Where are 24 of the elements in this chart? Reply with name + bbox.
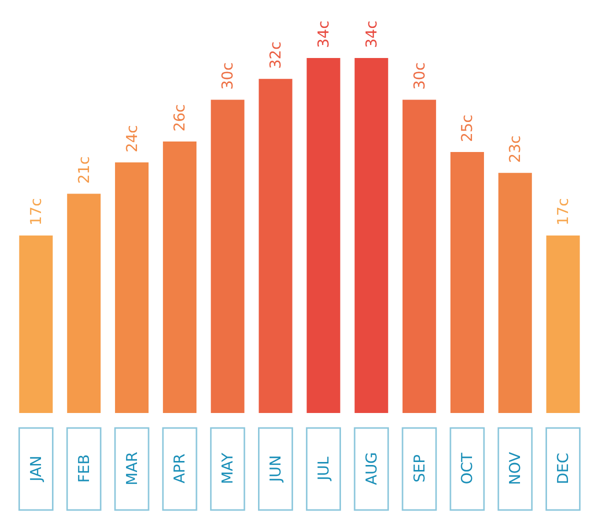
x-tick-label: SEP: [410, 454, 428, 483]
x-tick-label: AUG: [362, 452, 380, 485]
data-label: 17c: [26, 198, 45, 226]
data-label: 32c: [266, 42, 285, 69]
data-label: 30c: [410, 62, 428, 90]
x-tick-label: MAR: [122, 452, 141, 486]
data-label: 34c: [362, 20, 380, 48]
x-tick-label: JUN: [266, 455, 285, 483]
x-tick-label: MAY: [218, 452, 237, 484]
x-tick-label: NOV: [506, 451, 524, 486]
x-tick-label: FEB: [74, 454, 93, 483]
x-tick-label: APR: [170, 454, 189, 484]
data-label: 21c: [74, 156, 93, 184]
data-label: 34c: [314, 20, 332, 48]
x-tick-label: JUL: [314, 456, 332, 482]
data-label: 25c: [458, 114, 476, 142]
data-label: 26c: [170, 104, 189, 132]
x-tick-label: DEC: [554, 452, 572, 484]
data-label: 23c: [506, 136, 524, 163]
data-label: 24c: [122, 125, 141, 152]
x-tick-label: JAN: [26, 456, 45, 482]
data-label: 17c: [554, 198, 572, 226]
x-tick-label: OCT: [458, 452, 476, 484]
data-label: 30c: [218, 62, 237, 90]
